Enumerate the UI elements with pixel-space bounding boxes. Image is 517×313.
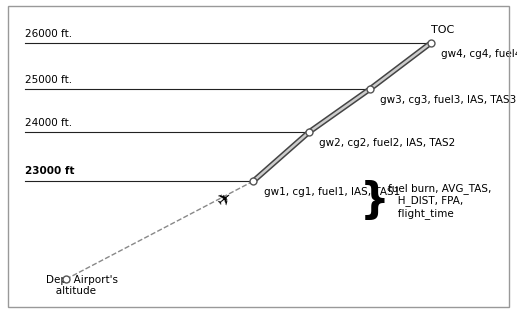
Text: gw3, cg3, fuel3, IAS, TAS3: gw3, cg3, fuel3, IAS, TAS3 bbox=[380, 95, 516, 105]
Text: fuel burn, AVG_TAS,
   H_DIST, FPA,
   flight_time: fuel burn, AVG_TAS, H_DIST, FPA, flight_… bbox=[388, 183, 491, 219]
Text: 24000 ft.: 24000 ft. bbox=[25, 118, 72, 128]
Text: Dep. Airport's
   altitude: Dep. Airport's altitude bbox=[45, 275, 118, 296]
Text: 26000 ft.: 26000 ft. bbox=[25, 29, 72, 39]
Text: 25000 ft.: 25000 ft. bbox=[25, 75, 72, 85]
Text: TOC: TOC bbox=[431, 25, 454, 35]
Text: 23000 ft: 23000 ft bbox=[25, 167, 75, 177]
Text: gw2, cg2, fuel2, IAS, TAS2: gw2, cg2, fuel2, IAS, TAS2 bbox=[320, 138, 455, 148]
Text: gw4, cg4, fuel4, IAS, TAS4: gw4, cg4, fuel4, IAS, TAS4 bbox=[441, 49, 517, 59]
Text: gw1, cg1, fuel1, IAS, TAS1: gw1, cg1, fuel1, IAS, TAS1 bbox=[264, 187, 400, 197]
Text: }: } bbox=[360, 180, 390, 222]
Text: ✈: ✈ bbox=[214, 188, 237, 211]
